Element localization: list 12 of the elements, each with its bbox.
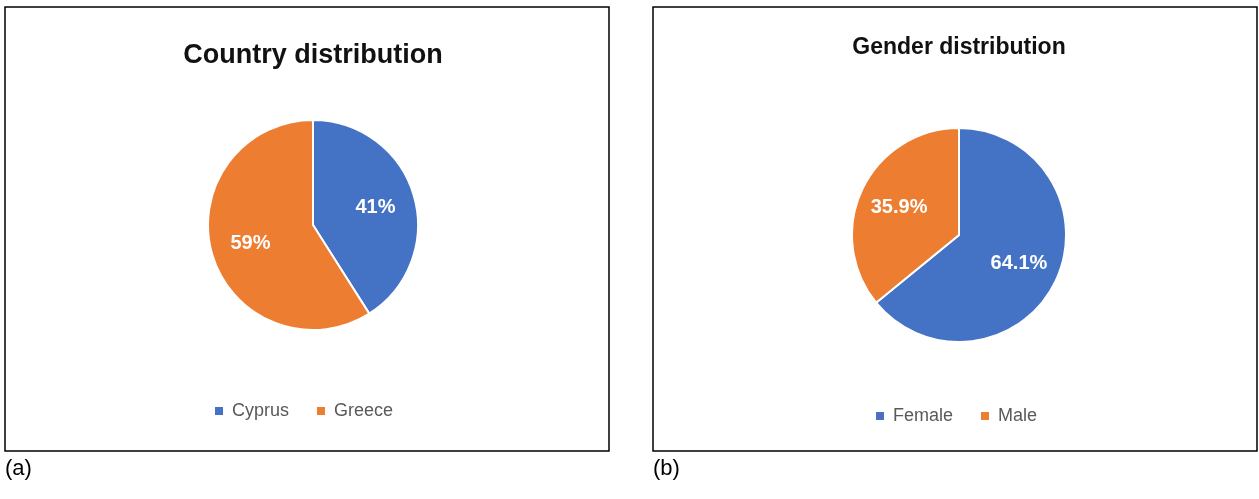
- data-label: 35.9%: [870, 194, 928, 217]
- text: (a): [5, 455, 32, 480]
- data-label: 59%: [230, 231, 271, 254]
- chart-title: Country distribution: [183, 39, 443, 69]
- chart-title: Gender distribution: [852, 33, 1066, 59]
- legend-label: Male: [998, 405, 1038, 425]
- data-label: 64.1%: [990, 251, 1048, 274]
- data-label: 41%: [355, 194, 396, 217]
- legend-label: Greece: [334, 400, 394, 420]
- legend-label: Female: [893, 405, 954, 425]
- legend-label: Cyprus: [232, 400, 290, 420]
- text: (b): [653, 455, 680, 480]
